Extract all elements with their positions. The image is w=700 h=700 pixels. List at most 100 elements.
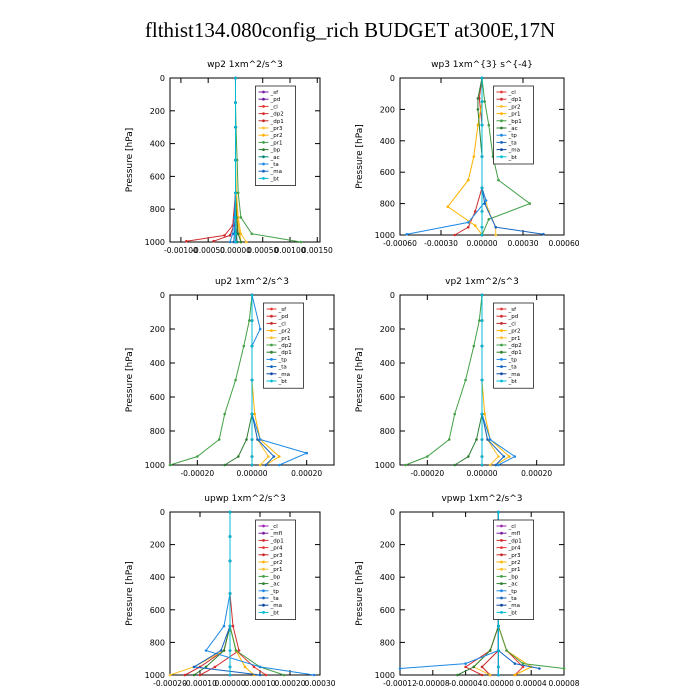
legend-entry: _ta bbox=[270, 162, 279, 168]
legend-marker bbox=[500, 314, 503, 318]
x-tick-label: -0.00050 bbox=[191, 246, 225, 255]
legend-marker bbox=[500, 560, 503, 564]
legend-marker bbox=[500, 126, 503, 130]
legend-entry: _dp1 bbox=[270, 538, 284, 544]
series-point-bt bbox=[480, 438, 484, 441]
series-point-bt bbox=[250, 412, 254, 416]
legend-entry: _mfl bbox=[507, 531, 520, 537]
series-point-ta bbox=[272, 455, 276, 458]
legend-entry: _pr1 bbox=[270, 140, 283, 146]
legend-marker bbox=[262, 596, 265, 600]
series-point-dp1 bbox=[453, 463, 457, 467]
chart-panel-4: vp2 1xm^2/s^3 Pressure [hPa] 0 200 400 600 800… bbox=[355, 277, 565, 478]
legend-marker bbox=[500, 90, 503, 94]
series-point-dp2 bbox=[234, 378, 237, 382]
legend-marker bbox=[262, 603, 265, 607]
legend-marker bbox=[500, 365, 503, 368]
legend-entry: _pr2 bbox=[270, 133, 283, 139]
series-point-bt bbox=[480, 76, 484, 80]
series-point-pr2 bbox=[508, 455, 511, 458]
series-point-dp1 bbox=[464, 665, 467, 669]
y-tick-label: 400 bbox=[150, 140, 165, 149]
series-point-pr1 bbox=[497, 455, 500, 458]
legend-marker bbox=[262, 560, 265, 564]
legend-entry: _pr1 bbox=[507, 336, 520, 342]
x-tick-label: -0.00004 bbox=[449, 679, 483, 688]
legend-marker bbox=[270, 379, 273, 383]
series-point-tp bbox=[467, 221, 470, 224]
series-point-ac bbox=[192, 673, 196, 677]
x-tick-label: -0.00030 bbox=[424, 239, 458, 248]
legend-entry: _ac bbox=[270, 155, 280, 161]
series-point-dp1 bbox=[228, 234, 232, 237]
legend-marker bbox=[270, 329, 273, 332]
legend-marker bbox=[270, 350, 273, 354]
y-tick-label: 200 bbox=[380, 105, 395, 114]
series-point-bt bbox=[234, 158, 237, 162]
series-point-ta bbox=[513, 662, 517, 665]
y-tick-label: 0 bbox=[160, 74, 165, 83]
series-point-dp1 bbox=[467, 455, 470, 458]
series-point-pr1 bbox=[258, 463, 262, 467]
legend-entry: _dp2 bbox=[270, 112, 284, 118]
y-axis-label: Pressure [hPa] bbox=[355, 348, 365, 413]
series-point-tp bbox=[405, 232, 409, 236]
series-point-ac bbox=[472, 665, 476, 669]
series-point-pr1 bbox=[473, 224, 477, 227]
series-point-ac bbox=[488, 649, 492, 652]
legend-entry: _ta bbox=[270, 596, 279, 602]
series-point-bt bbox=[497, 665, 500, 669]
series-point-bt bbox=[228, 592, 232, 595]
legend-entry: _pr2 bbox=[507, 329, 520, 335]
chart-title: wp2 1xm^2/s^3 bbox=[207, 60, 283, 70]
series-point-ta bbox=[538, 667, 541, 670]
legend-entry: _bt bbox=[270, 176, 280, 182]
legend-entry: _pr4 bbox=[270, 546, 284, 552]
legend-marker bbox=[500, 322, 503, 325]
legend-marker bbox=[500, 546, 503, 549]
series-point-dp2 bbox=[248, 319, 251, 322]
legend-entry: _bt bbox=[507, 610, 517, 616]
series-point-ta bbox=[486, 438, 489, 441]
y-tick-label: 1000 bbox=[145, 238, 165, 247]
legend-entry: _pr4 bbox=[507, 546, 521, 552]
legend-entry: _ac bbox=[507, 582, 517, 588]
series-line-dp2 bbox=[169, 294, 253, 466]
x-tick-label: 0.00000 bbox=[466, 469, 497, 478]
series-point-pr1 bbox=[250, 232, 254, 236]
x-tick-label: 0.00000 bbox=[466, 239, 497, 248]
series-point-pr1 bbox=[299, 240, 303, 244]
series-line-dp2 bbox=[186, 78, 236, 242]
legend-entry: _ma bbox=[270, 603, 282, 609]
x-tick-label: 0.00000 bbox=[214, 679, 245, 688]
legend-marker bbox=[500, 603, 503, 607]
series-point-ac bbox=[222, 649, 226, 652]
legend-entry: _mfl bbox=[270, 531, 283, 537]
legend-marker bbox=[500, 575, 503, 578]
legend-entry: _ac bbox=[507, 126, 517, 132]
series-point-bt bbox=[250, 319, 254, 322]
legend-entry: _ta bbox=[277, 365, 286, 371]
y-tick-label: 200 bbox=[380, 541, 395, 550]
legend-marker bbox=[270, 372, 273, 376]
series-point-bt bbox=[250, 378, 254, 382]
x-tick-label: -0.00100 bbox=[164, 246, 198, 255]
chart-panel-2: wp3 1xm^{3} s^{-4} Pressure [hPa] 0 200 400 6… bbox=[355, 60, 580, 248]
series-point-ac bbox=[476, 108, 480, 111]
series-point-pr1 bbox=[239, 216, 243, 219]
legend-marker bbox=[500, 372, 503, 376]
y-tick-label: 200 bbox=[150, 107, 165, 116]
x-tick-label: 0.00010 bbox=[244, 679, 275, 688]
x-tick-label: -0.00020 bbox=[410, 469, 444, 478]
legend-entry: _cl bbox=[507, 524, 516, 530]
series-point-bt bbox=[480, 123, 484, 127]
series-line-bp1 bbox=[481, 77, 531, 236]
legend-marker bbox=[262, 105, 265, 108]
series-point-dp2 bbox=[196, 455, 199, 458]
x-tick-label: -0.00012 bbox=[383, 679, 417, 688]
series-point-bt bbox=[480, 233, 484, 237]
legend-marker bbox=[262, 119, 265, 123]
y-tick-label: 400 bbox=[150, 359, 165, 368]
series-point-pr1 bbox=[236, 191, 240, 195]
legend-entry: _tp bbox=[507, 589, 517, 595]
